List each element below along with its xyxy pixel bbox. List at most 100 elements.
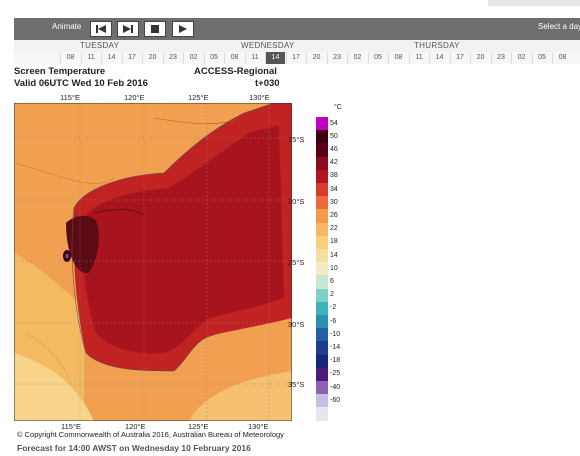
hour-cell[interactable]: 05: [203, 52, 224, 64]
colorbar-swatch: [316, 143, 328, 158]
extreme-heat-cell: [66, 215, 99, 274]
play-icon: [179, 25, 187, 33]
colorbar-level-label: -10: [330, 330, 341, 338]
hour-cell[interactable]: 23: [326, 52, 347, 64]
day-wednesday[interactable]: WEDNESDAY: [241, 41, 295, 50]
next-icon: [123, 25, 133, 33]
colorbar-swatch: [316, 130, 328, 144]
south-coastal-zone: [14, 353, 94, 421]
colorbar-level-label: -6: [330, 317, 337, 325]
colorbar-swatch: [316, 183, 328, 197]
hour-cell[interactable]: 05: [531, 52, 552, 64]
colorbar-swatch: [316, 275, 328, 290]
colorbar-swatch: [316, 394, 328, 408]
temperature-map: [14, 103, 292, 421]
hour-cell[interactable]: 08: [60, 52, 80, 64]
lon-label-125-top: 125°E: [188, 93, 209, 102]
first-frame-button[interactable]: [90, 21, 112, 37]
colorbar-level-label: -40: [330, 383, 341, 391]
hour-cell[interactable]: 17: [449, 52, 470, 64]
hour-cell[interactable]: 11: [408, 52, 429, 64]
colorbar-swatch: [316, 288, 328, 303]
hour-cell[interactable]: 08: [552, 52, 572, 64]
colorbar-swatch: [316, 156, 328, 171]
day-tuesday[interactable]: TUESDAY: [80, 41, 120, 50]
map-title: Screen Temperature: [14, 66, 106, 77]
colorbar-level-label: -60: [330, 396, 341, 404]
coastline-south: [71, 207, 215, 372]
lat-label-20: 20°S: [288, 197, 305, 206]
hour-timeline: 08 11 14 17 20 23 02 05 08 11 14 17 20 23 02 05 08 11 14 17…: [14, 52, 580, 64]
contour-line-south-west: [25, 332, 70, 379]
colorbar-level-label: 2: [330, 291, 334, 299]
first-icon: [96, 25, 106, 33]
colorbar-swatch: [316, 222, 328, 237]
hour-cell[interactable]: 02: [347, 52, 367, 64]
stop-button[interactable]: [144, 21, 166, 37]
next-frame-button[interactable]: [117, 21, 139, 37]
hour-cell[interactable]: 02: [183, 52, 203, 64]
colorbar-swatch: [316, 315, 328, 329]
hour-cell[interactable]: 20: [470, 52, 490, 64]
colorbar-swatch: [316, 169, 328, 184]
contour-line: [93, 209, 145, 216]
hour-cell[interactable]: 23: [162, 52, 183, 64]
forecast-step: t+030: [255, 78, 280, 89]
hour-cell[interactable]: 02: [511, 52, 531, 64]
colorbar-swatch: [316, 262, 328, 276]
colorbar-level-label: 22: [330, 225, 338, 233]
hour-cell[interactable]: 14: [265, 52, 285, 64]
hour-cell[interactable]: 14: [101, 52, 121, 64]
colorbar-level-label: 50: [330, 132, 338, 140]
colorbar-level-label: 18: [330, 238, 338, 246]
colorbar-swatch: [316, 235, 328, 250]
hour-cell[interactable]: 17: [121, 52, 142, 64]
lat-label-25: 25°S: [288, 258, 305, 267]
colorbar-swatch: [316, 367, 328, 382]
hour-cell[interactable]: 08: [224, 52, 244, 64]
hour-cell[interactable]: 08: [388, 52, 408, 64]
colorbar-swatch: [316, 341, 328, 356]
forecast-caption: Forecast for 14:00 AWST on Wednesday 10 …: [17, 443, 251, 453]
model-name: ACCESS-Regional: [194, 66, 277, 77]
colorbar-swatch: [316, 301, 328, 316]
hour-cell[interactable]: 11: [80, 52, 101, 64]
copyright-notice: © Copyright Commonwealth of Australia 20…: [17, 430, 284, 439]
hour-cell[interactable]: 20: [306, 52, 326, 64]
colorbar-level-label: 14: [330, 251, 338, 259]
peak-marker: [65, 253, 69, 259]
hour-cell[interactable]: 14: [429, 52, 449, 64]
lon-label-120-bottom: 120°E: [125, 422, 146, 431]
lat-label-30: 30°S: [288, 320, 305, 329]
hour-cell[interactable]: 11: [244, 52, 265, 64]
contour-line-north: [153, 117, 240, 125]
southern-ocean-warm-zone: [189, 371, 292, 421]
colorbar-level-label: 6: [330, 278, 334, 285]
day-thursday[interactable]: THURSDAY: [414, 41, 460, 50]
lon-label-130-bottom: 130°E: [248, 422, 269, 431]
colorbar-swatch: [316, 381, 328, 395]
hour-cell[interactable]: 17: [285, 52, 306, 64]
colorbar-level-label: -18: [330, 357, 341, 365]
colorbar-swatch: [316, 354, 328, 369]
lon-label-115-bottom: 115°E: [61, 422, 81, 431]
colorbar-level-label: 10: [330, 264, 338, 272]
lat-label-15: 15°S: [288, 135, 305, 144]
colorbar-level-label: 34: [330, 185, 338, 193]
colorbar-unit: °C: [334, 104, 342, 111]
colorbar-swatch: [316, 249, 328, 263]
select-day-label[interactable]: Select a day: [538, 22, 580, 31]
hour-cell[interactable]: 23: [490, 52, 511, 64]
top-strip: [488, 0, 580, 6]
colorbar-swatch: [316, 117, 328, 131]
colorbar-swatch: [316, 328, 328, 342]
colorbar-level-label: 42: [330, 159, 338, 167]
colorbar-level-label: -25: [330, 370, 341, 378]
colorbar-level-label: 46: [330, 146, 338, 153]
play-button[interactable]: [172, 21, 194, 37]
colorbar-level-label: 38: [330, 172, 338, 180]
hour-cell[interactable]: 05: [367, 52, 388, 64]
animate-label: Animate: [52, 22, 82, 31]
hour-cell[interactable]: 20: [142, 52, 162, 64]
coastline-north: [73, 103, 275, 209]
